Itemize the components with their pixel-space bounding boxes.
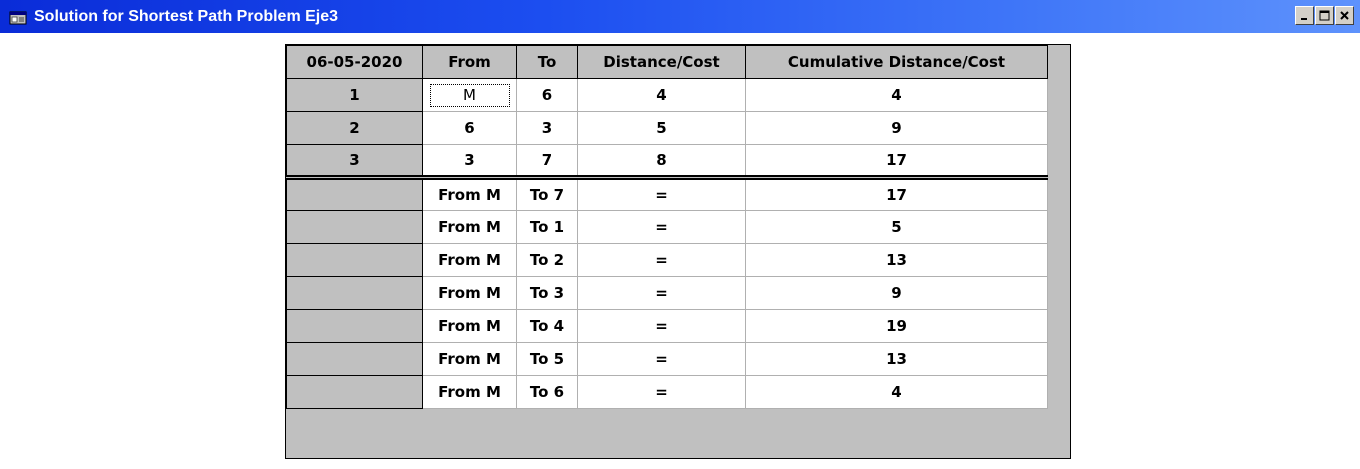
maximize-button[interactable] bbox=[1315, 6, 1334, 25]
cumulative-cell[interactable]: 13 bbox=[745, 243, 1048, 277]
to-header: To bbox=[516, 45, 578, 79]
to-cell[interactable]: To 1 bbox=[516, 210, 578, 244]
minimize-icon bbox=[1299, 6, 1310, 25]
to-cell[interactable]: 3 bbox=[516, 111, 578, 145]
from-cell-value: M bbox=[428, 82, 512, 109]
minimize-button[interactable] bbox=[1295, 6, 1314, 25]
to-cell[interactable]: To 6 bbox=[516, 375, 578, 409]
maximize-icon bbox=[1319, 6, 1330, 25]
summary-row[interactable]: From M To 4 = 19 bbox=[286, 309, 1048, 343]
cumulative-cell[interactable]: 9 bbox=[745, 276, 1048, 310]
cost-cell[interactable]: = bbox=[577, 175, 746, 211]
date-header: 06-05-2020 bbox=[286, 45, 423, 79]
summary-row[interactable]: From M To 3 = 9 bbox=[286, 276, 1048, 310]
from-cell[interactable]: From M bbox=[422, 210, 517, 244]
cumulative-cell[interactable]: 17 bbox=[745, 144, 1048, 178]
from-cell[interactable]: M bbox=[422, 78, 517, 112]
to-cell[interactable]: 7 bbox=[516, 144, 578, 178]
from-cell[interactable]: From M bbox=[422, 175, 517, 211]
cumulative-cell[interactable]: 5 bbox=[745, 210, 1048, 244]
from-cell[interactable]: 6 bbox=[422, 111, 517, 145]
to-cell[interactable]: 6 bbox=[516, 78, 578, 112]
step-cell bbox=[286, 342, 423, 376]
results-grid[interactable]: 06-05-2020 From To Distance/Cost Cumulat… bbox=[285, 44, 1071, 459]
step-cell bbox=[286, 375, 423, 409]
from-cell[interactable]: From M bbox=[422, 375, 517, 409]
step-cell: 1 bbox=[286, 78, 423, 112]
path-row[interactable]: 2 6 3 5 9 bbox=[286, 111, 1048, 145]
summary-row[interactable]: From M To 7 = 17 bbox=[286, 175, 1048, 211]
path-row[interactable]: 1 M 6 4 4 bbox=[286, 78, 1048, 112]
to-cell[interactable]: To 3 bbox=[516, 276, 578, 310]
cumulative-cell[interactable]: 19 bbox=[745, 309, 1048, 343]
step-cell bbox=[286, 243, 423, 277]
from-header: From bbox=[422, 45, 517, 79]
step-cell bbox=[286, 175, 423, 211]
app-window-icon bbox=[9, 10, 27, 25]
from-cell[interactable]: 3 bbox=[422, 144, 517, 178]
step-cell bbox=[286, 210, 423, 244]
cost-cell[interactable]: = bbox=[577, 243, 746, 277]
cost-cell[interactable]: = bbox=[577, 276, 746, 310]
step-cell: 2 bbox=[286, 111, 423, 145]
step-cell bbox=[286, 309, 423, 343]
cumulative-cell[interactable]: 13 bbox=[745, 342, 1048, 376]
step-cell: 3 bbox=[286, 144, 423, 178]
cost-cell[interactable]: = bbox=[577, 309, 746, 343]
cost-cell[interactable]: 5 bbox=[577, 111, 746, 145]
close-button[interactable] bbox=[1335, 6, 1354, 25]
cost-cell[interactable]: 8 bbox=[577, 144, 746, 178]
to-cell[interactable]: To 4 bbox=[516, 309, 578, 343]
summary-row[interactable]: From M To 2 = 13 bbox=[286, 243, 1048, 277]
to-cell[interactable]: To 7 bbox=[516, 175, 578, 211]
to-cell[interactable]: To 5 bbox=[516, 342, 578, 376]
summary-row[interactable]: From M To 6 = 4 bbox=[286, 375, 1048, 409]
cost-cell[interactable]: 4 bbox=[577, 78, 746, 112]
cumulative-cell[interactable]: 4 bbox=[745, 78, 1048, 112]
cost-cell[interactable]: = bbox=[577, 342, 746, 376]
cumulative-cell[interactable]: 9 bbox=[745, 111, 1048, 145]
summary-row[interactable]: From M To 5 = 13 bbox=[286, 342, 1048, 376]
step-cell bbox=[286, 276, 423, 310]
from-cell[interactable]: From M bbox=[422, 276, 517, 310]
cumulative-header: Cumulative Distance/Cost bbox=[745, 45, 1048, 79]
path-row[interactable]: 3 3 7 8 17 bbox=[286, 144, 1048, 178]
cost-cell[interactable]: = bbox=[577, 375, 746, 409]
close-icon bbox=[1339, 6, 1350, 25]
from-cell[interactable]: From M bbox=[422, 342, 517, 376]
results-table: 06-05-2020 From To Distance/Cost Cumulat… bbox=[286, 45, 1048, 409]
from-cell[interactable]: From M bbox=[422, 309, 517, 343]
to-cell[interactable]: To 2 bbox=[516, 243, 578, 277]
cost-cell[interactable]: = bbox=[577, 210, 746, 244]
distance-header: Distance/Cost bbox=[577, 45, 746, 79]
cumulative-cell[interactable]: 4 bbox=[745, 375, 1048, 409]
title-bar[interactable]: Solution for Shortest Path Problem Eje3 bbox=[0, 0, 1360, 33]
window-title: Solution for Shortest Path Problem Eje3 bbox=[34, 8, 339, 25]
header-row: 06-05-2020 From To Distance/Cost Cumulat… bbox=[286, 45, 1048, 79]
from-cell[interactable]: From M bbox=[422, 243, 517, 277]
summary-row[interactable]: From M To 1 = 5 bbox=[286, 210, 1048, 244]
cumulative-cell[interactable]: 17 bbox=[745, 175, 1048, 211]
